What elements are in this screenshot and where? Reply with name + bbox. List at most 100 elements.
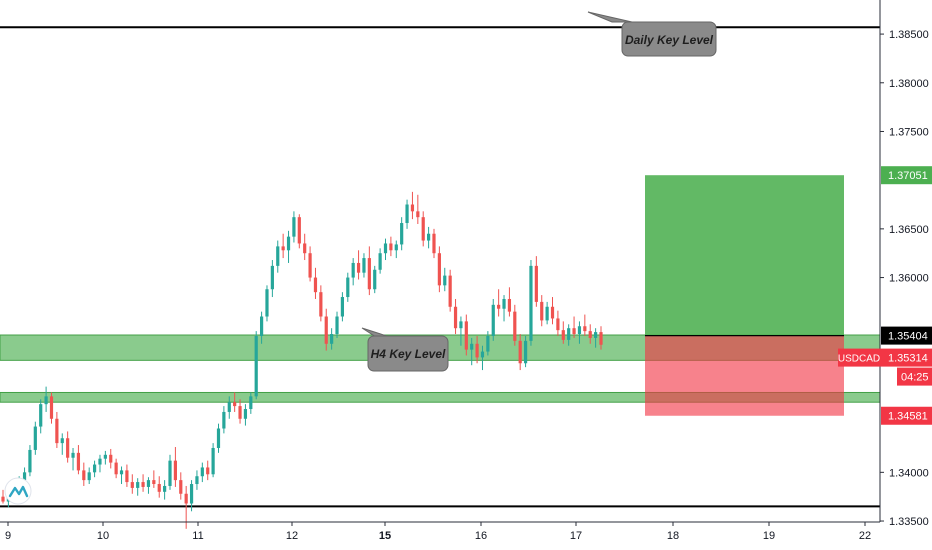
candle-body — [340, 297, 345, 317]
candle-body — [491, 304, 495, 336]
candle — [416, 194, 420, 224]
candle-body — [405, 204, 409, 224]
candlestick-series — [1, 191, 603, 529]
candle-body — [303, 243, 307, 254]
candle-body — [583, 326, 587, 332]
candle-body — [270, 265, 274, 290]
tradingview-logo[interactable] — [4, 477, 32, 505]
candle-body — [572, 328, 576, 335]
candle — [303, 233, 307, 261]
candle-body — [254, 335, 258, 397]
candle — [599, 326, 603, 350]
candle-body — [324, 316, 328, 344]
candle-body — [529, 265, 533, 341]
candle — [313, 267, 318, 299]
time-tick-label: 15 — [379, 530, 391, 542]
candle-body — [313, 277, 318, 293]
candle-body — [87, 472, 91, 481]
candle — [206, 460, 210, 481]
candle — [87, 467, 91, 485]
candle — [577, 321, 582, 344]
candle-body — [82, 470, 86, 481]
candle — [44, 386, 48, 412]
candle-body — [588, 331, 592, 338]
candle — [400, 217, 404, 251]
candle-body — [534, 265, 538, 302]
candle — [319, 285, 323, 322]
candle — [227, 396, 231, 419]
candle-body — [168, 460, 172, 486]
candle-body — [286, 236, 291, 251]
daily-key-level-callout-box — [621, 21, 717, 57]
candle — [518, 334, 522, 371]
position-loss-zone[interactable] — [645, 335, 844, 416]
candle-body — [432, 233, 436, 254]
h4-key-level-callout[interactable]: H4 Key Level — [361, 327, 449, 372]
candle-body — [119, 470, 124, 475]
candle-body — [49, 396, 54, 419]
candle — [297, 214, 301, 249]
candle-body — [308, 253, 312, 278]
candle-body — [265, 289, 269, 317]
candle — [136, 478, 140, 496]
candle-body — [523, 340, 528, 364]
candle-body — [394, 244, 398, 251]
symbol-tag-bg — [838, 348, 881, 367]
candle — [92, 460, 97, 478]
price-tick-label: 1.34000 — [889, 467, 929, 479]
candle — [378, 248, 382, 274]
candle — [179, 472, 183, 500]
candle — [292, 211, 296, 243]
candle-body — [351, 262, 355, 278]
candle-body — [362, 258, 366, 273]
candle — [157, 476, 161, 498]
candle-body — [130, 482, 134, 488]
candle-body — [373, 269, 377, 290]
candle — [497, 289, 501, 317]
candle-body — [400, 223, 404, 245]
candle-body — [238, 406, 242, 419]
candle — [491, 298, 495, 341]
time-tick-label: 16 — [475, 530, 487, 542]
candle — [545, 301, 549, 325]
candle-body — [92, 464, 97, 473]
candle — [146, 477, 151, 494]
daily-key-level-callout[interactable]: Daily Key Level — [587, 11, 717, 57]
time-tick-label: 9 — [5, 530, 11, 542]
candle — [453, 298, 458, 335]
candle — [346, 272, 350, 302]
position-profit-zone[interactable] — [645, 175, 844, 336]
candle — [270, 260, 274, 298]
candle — [189, 480, 194, 512]
stop-price-tag: 1.34581 — [881, 406, 932, 425]
candle — [222, 406, 226, 434]
candle-body — [146, 480, 151, 487]
candle — [389, 236, 393, 257]
candle — [410, 191, 415, 220]
candle — [76, 445, 81, 475]
candle-body — [540, 301, 544, 321]
candle-body — [179, 480, 183, 494]
candle-body — [259, 316, 264, 336]
candle-body — [103, 454, 107, 459]
candle-body — [292, 217, 296, 237]
symbol-tag-text: USDCAD — [838, 354, 880, 365]
candle — [216, 423, 221, 453]
target-price-tag-text: 1.37051 — [888, 170, 928, 182]
countdown-tag-text: 04:25 — [901, 372, 929, 384]
candle — [523, 335, 528, 368]
candle-body — [233, 402, 237, 407]
candle-body — [513, 311, 517, 341]
candle — [168, 454, 172, 490]
candle-body — [475, 343, 479, 358]
candle-body — [448, 275, 452, 307]
candle-body — [33, 426, 37, 450]
candle-body — [486, 335, 490, 352]
candle-body — [200, 467, 204, 477]
candle-body — [173, 460, 177, 481]
candle-body — [249, 396, 253, 410]
candle — [243, 404, 248, 426]
candle — [583, 314, 587, 336]
candle — [475, 335, 479, 364]
